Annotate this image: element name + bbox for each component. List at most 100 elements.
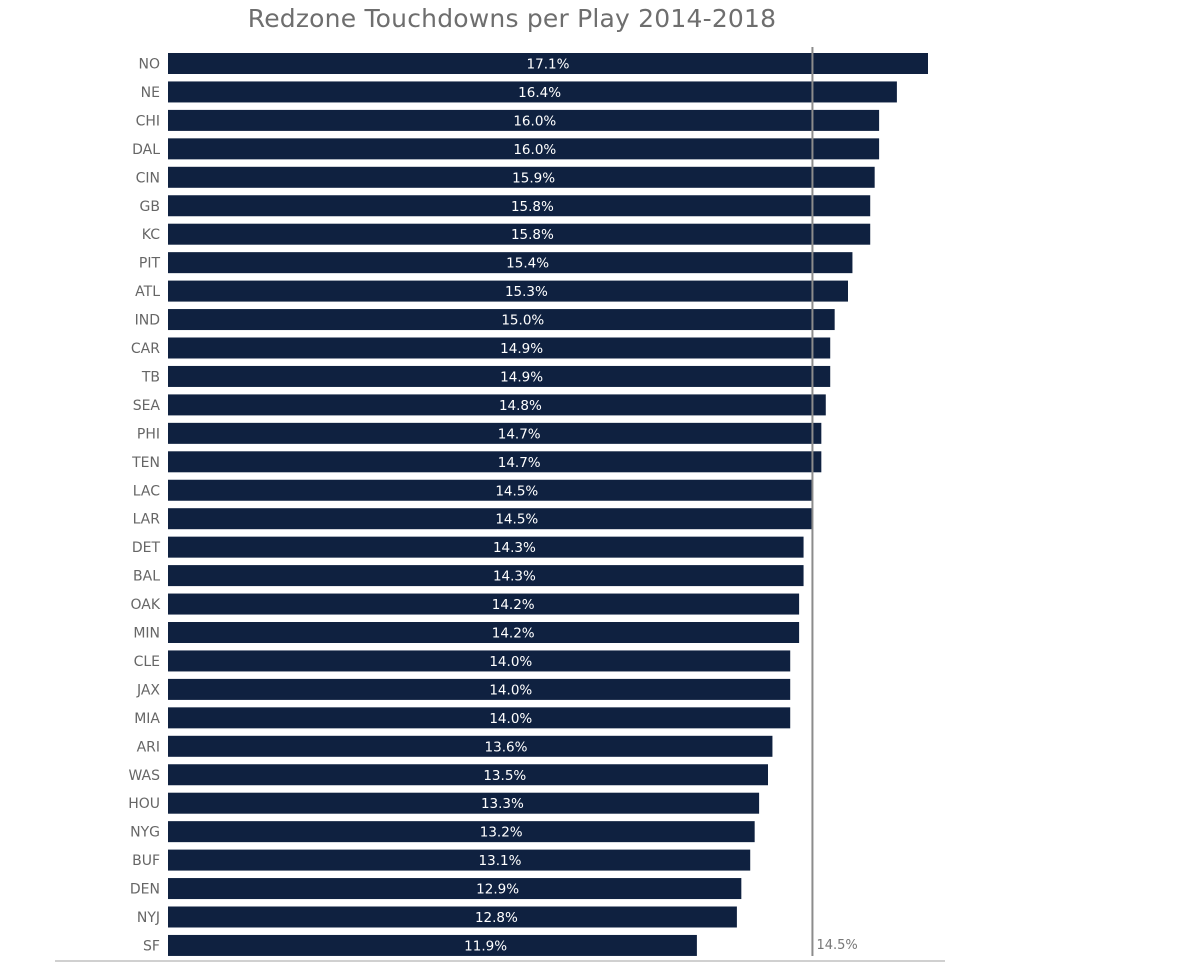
category-label-sf: SF <box>143 938 160 954</box>
category-label-kc: KC <box>142 227 160 243</box>
value-label-den: 12.9% <box>476 882 519 898</box>
value-label-det: 14.3% <box>493 540 536 556</box>
value-label-ne: 16.4% <box>518 85 561 101</box>
category-label-dal: DAL <box>132 142 160 158</box>
bars-layer <box>168 53 928 956</box>
category-label-lac: LAC <box>133 483 160 499</box>
bar-lar <box>168 508 813 530</box>
bar-min <box>168 622 800 643</box>
category-label-chi: CHI <box>136 113 160 129</box>
bar-ten <box>168 451 822 473</box>
category-label-was: WAS <box>128 768 160 784</box>
value-label-cle: 14.0% <box>489 654 532 670</box>
reference-line-layer: 14.5% <box>811 47 858 956</box>
bar-det <box>168 536 804 558</box>
category-label-buf: BUF <box>132 853 160 869</box>
value-label-jax: 14.0% <box>489 682 532 698</box>
bar-was <box>168 764 768 786</box>
bar-sea <box>168 394 826 416</box>
category-label-hou: HOU <box>128 796 160 812</box>
value-label-was: 13.5% <box>483 768 526 784</box>
bar-cin <box>168 166 875 188</box>
bar-no <box>168 53 928 74</box>
bar-hou <box>168 792 760 814</box>
value-label-ind: 15.0% <box>501 313 544 329</box>
category-label-sea: SEA <box>133 398 161 414</box>
bar-chi <box>168 109 880 131</box>
value-label-hou: 13.3% <box>481 796 524 812</box>
value-label-no: 17.1% <box>527 57 570 73</box>
category-label-tb: TB <box>141 369 160 385</box>
bar-ari <box>168 735 773 757</box>
category-label-phi: PHI <box>137 426 160 442</box>
value-label-sea: 14.8% <box>499 398 542 414</box>
bar-bal <box>168 565 804 587</box>
category-label-atl: ATL <box>135 284 160 300</box>
bar-dal <box>168 138 880 160</box>
value-label-oak: 14.2% <box>492 597 535 613</box>
value-label-phi: 14.7% <box>498 426 541 442</box>
value-label-buf: 13.1% <box>479 853 522 869</box>
category-label-gb: GB <box>140 199 160 215</box>
bar-ne <box>168 81 897 103</box>
bar-phi <box>168 422 822 444</box>
value-label-tb: 14.9% <box>500 369 543 385</box>
bar-sf <box>168 934 697 956</box>
bar-oak <box>168 593 800 615</box>
bar-kc <box>168 223 871 245</box>
labels-layer: NO 17.1% NE 16.4% CHI 16.0% DAL 16.0% CIN 15.9% GB… <box>128 57 569 955</box>
category-label-cle: CLE <box>134 654 160 670</box>
category-label-ten: TEN <box>131 455 160 471</box>
bar-jax <box>168 678 791 700</box>
value-label-dal: 16.0% <box>513 142 556 158</box>
bar-nyj <box>168 906 737 928</box>
value-label-lac: 14.5% <box>495 483 538 499</box>
category-label-min: MIN <box>133 626 160 642</box>
value-label-ari: 13.6% <box>485 739 528 755</box>
category-label-car: CAR <box>131 341 160 357</box>
value-label-gb: 15.8% <box>511 199 554 215</box>
category-label-ind: IND <box>135 313 160 329</box>
category-label-det: DET <box>132 540 161 556</box>
category-label-lar: LAR <box>133 512 161 528</box>
bar-buf <box>168 849 751 871</box>
category-label-nyg: NYG <box>130 825 160 841</box>
category-label-oak: OAK <box>130 597 160 613</box>
value-label-chi: 16.0% <box>513 113 556 129</box>
bar-car <box>168 337 831 359</box>
category-label-no: NO <box>139 57 161 73</box>
value-label-pit: 15.4% <box>506 256 549 272</box>
bar-ind <box>168 309 835 331</box>
value-label-ten: 14.7% <box>498 455 541 471</box>
bar-nyg <box>168 821 755 843</box>
value-label-atl: 15.3% <box>505 284 548 300</box>
reference-line-label: 14.5% <box>816 938 857 953</box>
value-label-mia: 14.0% <box>489 711 532 727</box>
category-label-mia: MIA <box>134 711 160 727</box>
value-label-cin: 15.9% <box>512 170 555 186</box>
value-label-bal: 14.3% <box>493 569 536 585</box>
bar-den <box>168 878 742 900</box>
category-label-ari: ARI <box>137 739 160 755</box>
bar-gb <box>168 195 871 217</box>
category-label-nyj: NYJ <box>137 910 160 926</box>
category-label-den: DEN <box>130 882 160 898</box>
value-label-lar: 14.5% <box>495 512 538 528</box>
category-label-ne: NE <box>141 85 160 101</box>
bar-atl <box>168 280 848 302</box>
value-label-nyj: 12.8% <box>475 910 518 926</box>
category-label-bal: BAL <box>133 569 160 585</box>
bar-pit <box>168 252 853 274</box>
value-label-min: 14.2% <box>492 626 535 642</box>
chart-title: Redzone Touchdowns per Play 2014-2018 <box>247 4 777 33</box>
category-label-jax: JAX <box>136 682 160 698</box>
bar-cle <box>168 650 791 672</box>
bar-lac <box>168 479 813 501</box>
category-label-cin: CIN <box>136 170 160 186</box>
value-label-sf: 11.9% <box>464 938 507 954</box>
value-label-car: 14.9% <box>500 341 543 357</box>
value-label-kc: 15.8% <box>511 227 554 243</box>
bar-tb <box>168 365 831 387</box>
value-label-nyg: 13.2% <box>480 825 523 841</box>
